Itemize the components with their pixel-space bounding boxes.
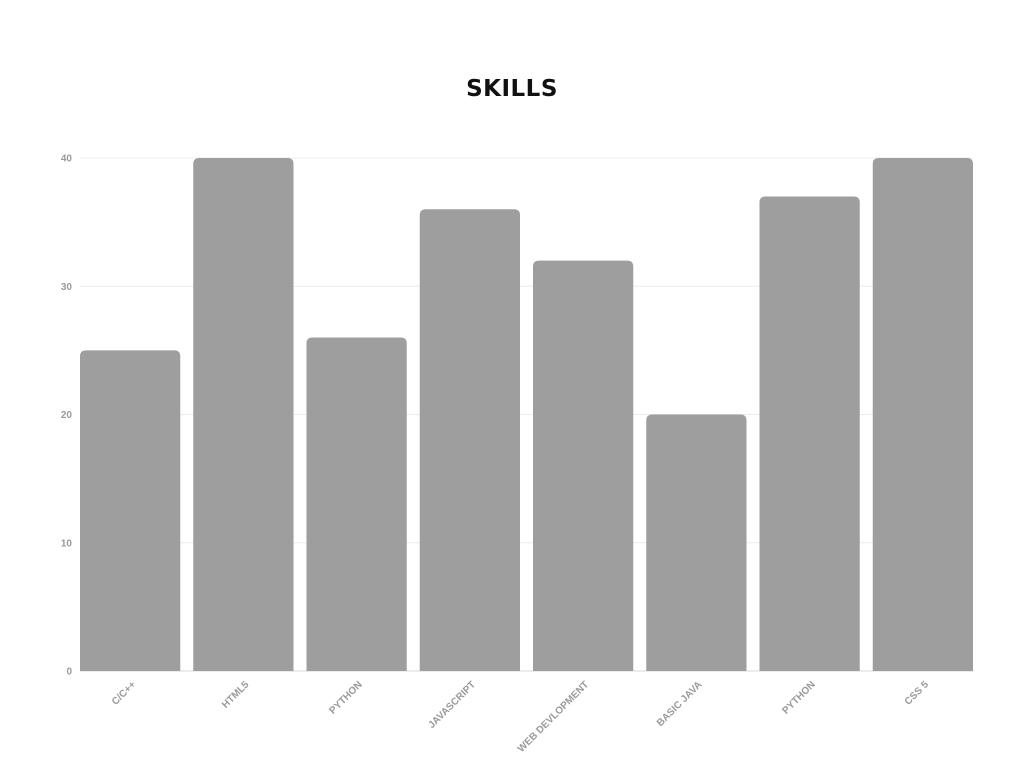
- bar-5: [533, 260, 634, 671]
- x-category-label: PYTHON: [328, 679, 365, 716]
- x-category-label: BASIC JAVA: [655, 679, 705, 729]
- bar-2: [193, 158, 294, 671]
- x-category-label: HTML5: [220, 679, 252, 711]
- y-axis-ticks: 0 10 20 30 40: [61, 154, 73, 678]
- bar-7: [759, 196, 860, 671]
- y-tick-label: 0: [66, 667, 72, 678]
- x-category-label: C/C++: [110, 679, 138, 707]
- x-category-label: WEB DEVLOPMENT: [516, 679, 591, 754]
- bar-6: [646, 414, 747, 671]
- y-tick-label: 20: [61, 410, 73, 421]
- x-category-label: PYTHON: [781, 679, 818, 716]
- bar-3: [306, 337, 407, 671]
- x-category-label: CSS 5: [903, 679, 932, 708]
- y-tick-label: 30: [61, 282, 73, 293]
- chart-title: SKILLS: [466, 76, 558, 102]
- x-category-label: JAVASCRIPT: [426, 679, 478, 731]
- bar-4: [419, 209, 520, 672]
- y-tick-label: 40: [61, 154, 73, 165]
- y-tick-label: 10: [61, 538, 73, 549]
- bar-1: [80, 350, 181, 671]
- bars: [80, 158, 973, 672]
- x-axis-labels: C/C++ HTML5 PYTHON JAVASCRIPT WEB DEVLOPMENT…: [110, 679, 931, 755]
- bar-8: [872, 158, 973, 671]
